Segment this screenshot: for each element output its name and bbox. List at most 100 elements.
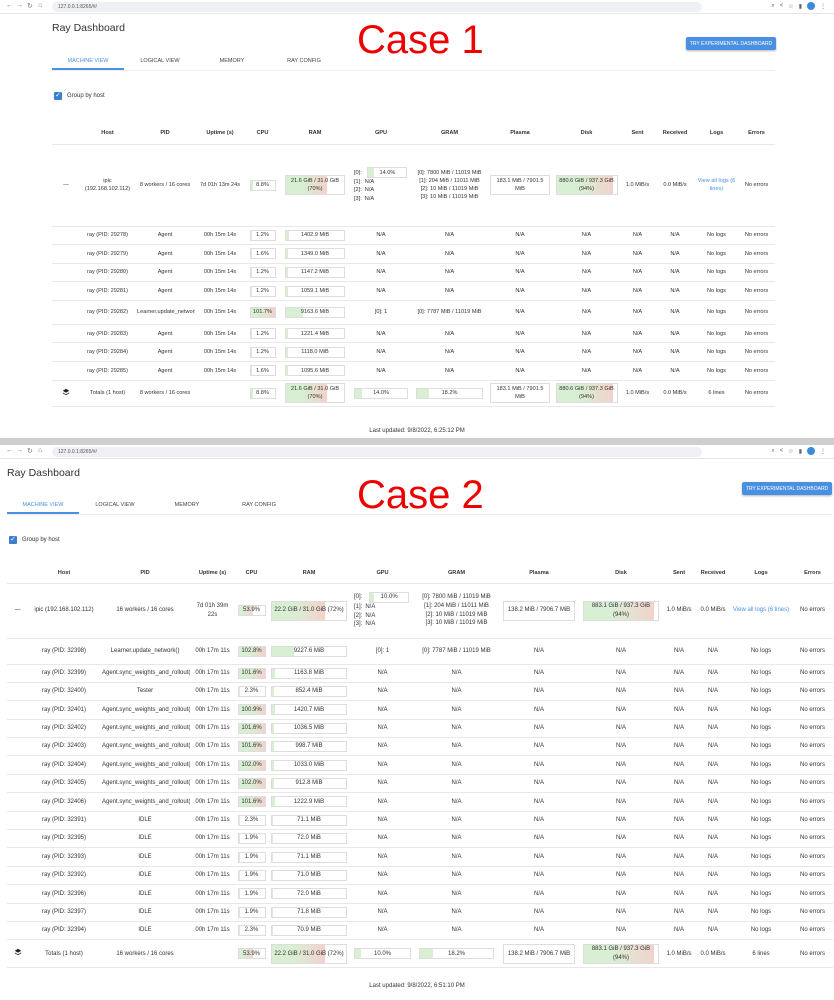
column-header-uptime-s-[interactable]: Uptime (s) xyxy=(206,129,234,136)
column-header-host[interactable]: Host xyxy=(101,129,114,136)
group-by-host-checkbox[interactable]: ✓ Group by host xyxy=(9,536,60,544)
tab-ray-config[interactable]: RAY CONFIG xyxy=(242,502,276,508)
gpu-entry: [3]: N/A xyxy=(354,620,413,629)
totals-gram-cell: 18.2% xyxy=(415,939,498,968)
profile-avatar[interactable] xyxy=(807,447,815,455)
host-disk-cell: 880.6 GiB / 937.3 GiB (94%) xyxy=(553,143,620,226)
sidebar-icon[interactable]: ▮ xyxy=(798,3,802,10)
column-header-ram[interactable]: RAM xyxy=(302,569,316,576)
worker-gram: N/A xyxy=(415,700,498,720)
column-header-expand[interactable] xyxy=(7,563,28,583)
totals-gram-bar-fill xyxy=(417,388,429,398)
menu-icon[interactable]: ⋮ xyxy=(820,3,826,10)
worker-ram-bar-fill xyxy=(286,230,289,240)
home-icon[interactable]: ⌂ xyxy=(38,447,43,454)
worker-cpu-bar-label: 101.6% xyxy=(241,669,262,676)
column-header-expand[interactable] xyxy=(52,122,80,144)
expand-collapse-toggle[interactable]: — xyxy=(52,143,80,226)
view-all-logs-link[interactable]: View all logs (6 lines) xyxy=(697,177,736,192)
worker-row: ray (PID: 29282) Learner.update_network()… xyxy=(52,299,775,325)
reload-icon[interactable]: ↻ xyxy=(27,3,33,10)
column-header-gpu[interactable]: GPU xyxy=(374,129,388,136)
tab-logical-view[interactable]: LOGICAL VIEW xyxy=(95,502,135,508)
expand-collapse-toggle[interactable]: — xyxy=(7,582,28,638)
url-text[interactable]: 127.0.0.1:8265/#/ xyxy=(58,448,97,455)
back-icon[interactable]: ← xyxy=(6,447,13,454)
worker-logs: No logs xyxy=(730,810,792,830)
tab-memory[interactable]: MEMORY xyxy=(174,502,200,508)
column-header-disk[interactable]: Disk xyxy=(580,129,593,136)
column-header-gram[interactable]: GRAM xyxy=(440,129,459,136)
worker-sent: N/A xyxy=(662,718,696,738)
worker-gram: N/A xyxy=(415,920,498,940)
tab-logical-view[interactable]: LOGICAL VIEW xyxy=(140,58,180,64)
column-header-gpu[interactable]: GPU xyxy=(376,569,389,576)
zoom-icon[interactable]: ⌕ xyxy=(771,2,775,9)
column-header-cpu[interactable]: CPU xyxy=(256,129,269,136)
worker-ram-bar: 1036.5 MiB xyxy=(271,722,347,734)
column-header-logs[interactable]: Logs xyxy=(754,569,768,576)
worker-sent: N/A xyxy=(662,829,696,848)
worker-ram-bar: 1222.9 MiB xyxy=(271,796,347,808)
worker-cpu-bar-label: 1.6% xyxy=(256,250,269,257)
tab-memory[interactable]: MEMORY xyxy=(219,58,245,64)
share-icon[interactable]: < xyxy=(779,448,784,454)
machine-table: Host PID Uptime (s) CPU RAM GPU GRAM Plasma Disk… xyxy=(52,122,775,407)
tab-ray-config[interactable]: RAY CONFIG xyxy=(287,58,321,64)
try-experimental-dashboard-button[interactable]: TRY EXPERIMENTAL DASHBOARD xyxy=(742,482,832,495)
share-icon[interactable]: < xyxy=(779,3,784,9)
checkbox-checked-icon[interactable]: ✓ xyxy=(9,536,17,544)
column-header-plasma[interactable]: Plasma xyxy=(529,569,549,576)
column-header-sent[interactable]: Sent xyxy=(672,569,686,576)
worker-host: ray (PID: 29279) xyxy=(80,244,135,264)
worker-sent: N/A xyxy=(620,262,655,282)
menu-icon[interactable]: ⋮ xyxy=(820,448,826,455)
column-header-uptime-s-[interactable]: Uptime (s) xyxy=(198,569,227,576)
back-icon[interactable]: ← xyxy=(6,2,13,9)
home-icon[interactable]: ⌂ xyxy=(38,2,43,9)
worker-gram: N/A xyxy=(415,663,498,683)
column-header-sent[interactable]: Sent xyxy=(631,129,644,136)
worker-gram: N/A xyxy=(412,225,487,245)
worker-sent: N/A xyxy=(662,663,696,683)
profile-avatar[interactable] xyxy=(807,2,815,10)
column-header-ram[interactable]: RAM xyxy=(308,129,322,136)
url-text[interactable]: 127.0.0.1:8265/#/ xyxy=(58,3,97,10)
address-bar[interactable]: 127.0.0.1:8265/#/ xyxy=(52,1,702,12)
host-disk-bar: 880.6 GiB / 937.3 GiB (94%) xyxy=(555,175,618,195)
column-header-errors[interactable]: Errors xyxy=(804,569,821,576)
worker-ram-bar: 1420.7 MiB xyxy=(271,704,347,716)
worker-cpu-bar-fill xyxy=(250,307,275,317)
column-header-errors[interactable]: Errors xyxy=(748,129,765,136)
column-header-gram[interactable]: GRAM xyxy=(447,569,466,576)
forward-icon[interactable]: → xyxy=(16,2,23,9)
column-header-received[interactable]: Received xyxy=(700,569,726,576)
column-header-logs[interactable]: Logs xyxy=(709,129,724,136)
zoom-icon[interactable]: ⌕ xyxy=(771,447,775,454)
column-header-plasma[interactable]: Plasma xyxy=(510,129,530,136)
view-all-logs-link[interactable]: View all logs (6 lines) xyxy=(732,607,790,614)
try-experimental-dashboard-button[interactable]: TRY EXPERIMENTAL DASHBOARD xyxy=(686,37,776,50)
tab-machine-view[interactable]: MACHINE VIEW xyxy=(7,497,79,514)
worker-cpu-bar-fill xyxy=(238,705,265,715)
tab-machine-view[interactable]: MACHINE VIEW xyxy=(52,53,124,70)
worker-errors: No errors xyxy=(792,755,833,775)
forward-icon[interactable]: → xyxy=(16,447,23,454)
browser-toolbar: ← → ↻ ⌂ 127.0.0.1:8265/#/ ⌕ < ☆ ▮ ⋮ xyxy=(0,0,834,14)
column-header-received[interactable]: Received xyxy=(662,129,688,136)
group-by-host-checkbox[interactable]: ✓ Group by host xyxy=(54,92,105,100)
column-header-pid[interactable]: PID xyxy=(160,129,170,136)
column-header-cpu[interactable]: CPU xyxy=(245,569,258,576)
column-header-pid[interactable]: PID xyxy=(140,569,150,576)
host-plasma-bar-label: 138.2 MiB / 7906.7 MiB xyxy=(507,607,571,614)
address-bar[interactable]: 127.0.0.1:8265/#/ xyxy=(52,446,702,457)
star-icon[interactable]: ☆ xyxy=(788,3,794,10)
star-icon[interactable]: ☆ xyxy=(788,448,794,455)
column-header-host[interactable]: Host xyxy=(57,569,71,576)
reload-icon[interactable]: ↻ xyxy=(27,448,33,455)
checkbox-checked-icon[interactable]: ✓ xyxy=(54,92,62,100)
sidebar-icon[interactable]: ▮ xyxy=(798,448,802,455)
worker-host: ray (PID: 32395) xyxy=(28,829,100,848)
column-header-disk[interactable]: Disk xyxy=(615,569,627,576)
worker-sent: N/A xyxy=(662,737,696,756)
